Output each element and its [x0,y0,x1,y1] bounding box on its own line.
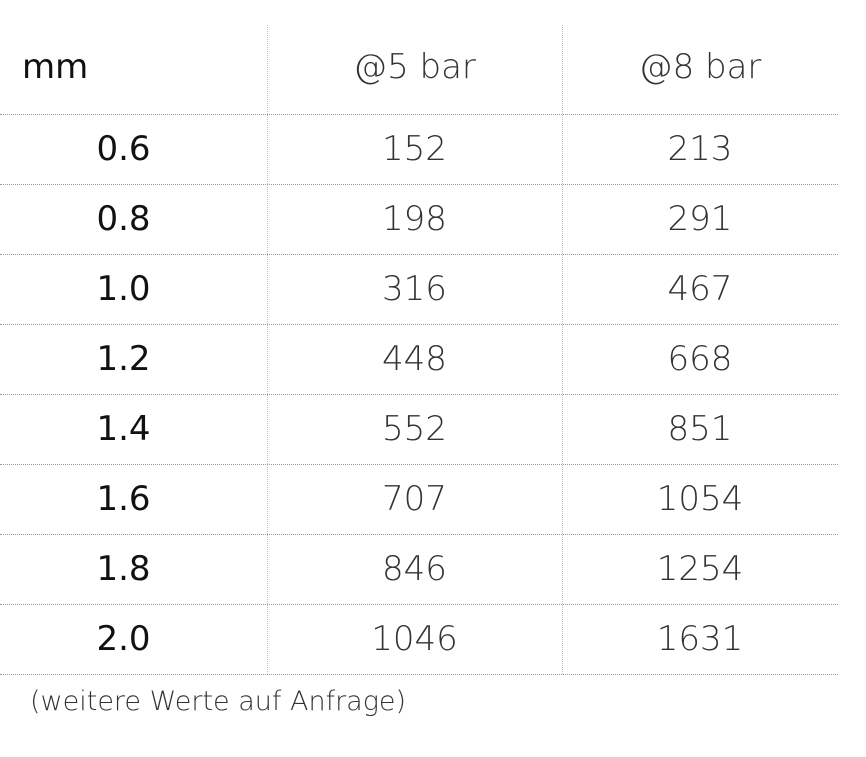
header-cell: @5 bar [353,47,476,87]
table-cell: 152 [382,129,447,169]
row-divider [0,464,838,465]
row-divider [0,534,838,535]
table-cell: 213 [667,129,733,169]
footnote: (weitere Werte auf Anfrage) [30,686,407,717]
table-cell: 1054 [656,479,744,519]
table-cell: 1.6 [96,479,151,519]
table-cell: 198 [382,199,447,239]
row-divider [0,254,838,255]
table-cell: 846 [382,549,447,589]
table-cell: 1254 [656,549,744,589]
table-cell: 1.4 [96,409,151,449]
row-divider [0,184,838,185]
header-cell: mm [22,47,89,87]
table-cell: 316 [382,269,447,309]
table-cell: 1046 [371,619,458,659]
row-divider [0,674,838,675]
row-divider [0,114,838,115]
table-cell: 291 [667,199,733,239]
table-cell: 1.2 [96,339,151,379]
table-cell: 1.0 [96,269,151,309]
column-divider [562,25,563,674]
table-cell: 1631 [656,619,744,659]
table-cell: 467 [667,269,733,309]
column-divider [267,25,268,674]
row-divider [0,394,838,395]
table-cell: 707 [382,479,447,519]
row-divider [0,324,838,325]
table-cell: 668 [667,339,733,379]
row-divider [0,604,838,605]
table-cell: 448 [382,339,447,379]
table-cell: 2.0 [96,619,151,659]
table-cell: 552 [382,409,447,449]
table-cell: 851 [667,409,733,449]
table-cell: 0.6 [96,129,151,169]
table-cell: 0.8 [96,199,151,239]
header-cell: @8 bar [638,47,762,87]
table-cell: 1.8 [96,549,151,589]
